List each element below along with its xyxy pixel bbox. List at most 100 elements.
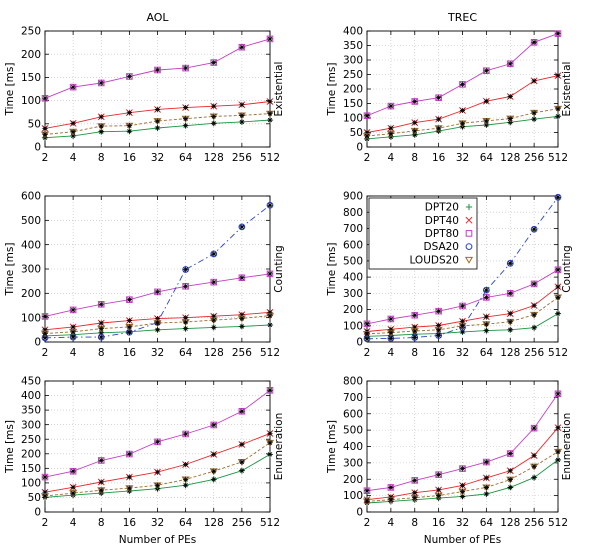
data-point-overlay [388,131,394,137]
data-point-overlay [436,116,442,122]
data-point [554,193,562,201]
data-point-overlay [507,476,513,483]
data-point-overlay [267,98,273,105]
data-point [506,60,514,68]
data-point [530,225,538,233]
data-point-overlay [507,484,513,491]
data-point-overlay [70,307,76,313]
x-tick-label: 2 [42,152,49,164]
panel-title: TREC [447,11,477,24]
series-dpt80 [41,35,274,102]
data-point-overlay [239,44,245,50]
data-point-overlay [483,321,489,327]
data-point-overlay [388,335,394,342]
data-point [459,465,466,472]
data-point-overlay [183,476,189,482]
data-point-overlay [555,31,561,37]
data-point-overlay [388,326,394,332]
enumeration-aol-panel: 2 4 8 16 32 64 128 256 512 0 50 100 150 200 250 300 350 4… [4,376,285,546]
data-point [530,280,538,288]
data-point-overlay [459,493,466,500]
data-point-overlay [364,113,370,119]
data-point-overlay [507,319,513,325]
data-point-overlay [42,474,48,480]
x-tick-label: 4 [388,517,395,529]
series-dpt40 [41,98,274,132]
row-label: Enumeration [561,413,573,481]
data-point-overlay [531,452,537,459]
y-tick-label: 600 [343,239,363,251]
data-point-overlay [239,441,245,448]
data-point [154,288,161,296]
data-point-overlay [126,329,132,335]
data-point [530,39,538,46]
y-tick-label: 200 [21,288,41,300]
data-point [266,387,274,394]
data-point-overlay [126,110,132,116]
counting-aol-panel: 2 4 8 16 32 64 128 256 512 0 100 200 300 400 500 600 Tim… [4,191,285,359]
x-tick-label: 32 [456,517,469,529]
data-point [435,307,442,315]
data-point-overlay [183,65,189,71]
data-point-overlay [154,316,161,322]
series-line [44,315,271,334]
data-point-overlay [412,312,418,318]
data-point-overlay [211,422,217,428]
data-point-overlay [42,493,48,499]
data-point [182,266,190,273]
x-tick-label: 128 [500,517,520,529]
data-point-overlay [70,329,76,335]
y-tick-label: 0 [356,337,363,349]
existential-aol-panel: 2 4 8 16 32 64 128 256 512 0 50 100 150 200 250 AOL Time… [4,11,285,164]
y-tick-label: 600 [343,408,363,420]
data-point [266,201,274,209]
data-point-overlay [531,226,537,232]
data-point [363,487,371,495]
data-point-overlay [211,476,217,482]
data-point [69,467,77,475]
x-tick-label: 16 [123,517,137,529]
data-point-overlay [183,431,189,437]
data-point-overlay [388,103,394,109]
y-tick-label: 400 [343,441,363,453]
legend-entry-label: DSA20 [424,241,460,253]
series-line [44,113,271,135]
data-point-overlay [459,318,466,324]
data-point-overlay [98,80,104,86]
data-point-overlay [154,106,161,113]
series-line [44,442,271,497]
data-point-overlay [211,251,217,257]
data-point-overlay [459,466,466,472]
data-point [435,94,442,102]
data-point-overlay [459,81,466,87]
data-point [41,94,49,102]
data-point-overlay [98,129,104,135]
x-tick-label: 2 [42,517,49,529]
x-tick-label: 64 [480,152,494,164]
y-tick-label: 50 [350,127,363,139]
data-point-overlay [507,327,513,333]
data-point [387,484,395,491]
x-tick-label: 32 [151,347,164,359]
y-tick-label: 0 [34,507,41,519]
data-point-overlay [436,327,442,333]
data-point-overlay [436,332,442,339]
y-tick-label: 200 [21,448,41,460]
data-point-overlay [239,468,245,474]
data-point-overlay [42,125,48,132]
series-line [44,204,271,339]
x-axis-label: Number of PEs [119,534,196,546]
y-tick-label: 700 [343,392,363,404]
data-point-overlay [507,260,513,266]
data-point-overlay [388,125,394,131]
data-point-overlay [211,120,217,126]
data-point-overlay [267,110,273,117]
data-point-overlay [436,472,442,478]
data-point-overlay [267,387,273,393]
y-tick-label: 100 [21,477,41,489]
data-point-overlay [239,102,245,108]
data-point [97,79,105,87]
data-point-overlay [555,425,561,431]
data-point [483,67,490,75]
